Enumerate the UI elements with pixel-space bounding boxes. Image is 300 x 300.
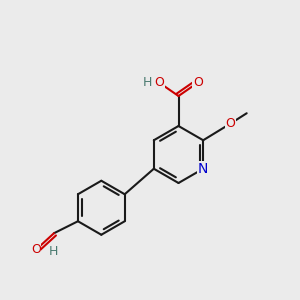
Text: H: H <box>142 76 152 89</box>
Text: O: O <box>154 76 164 89</box>
Text: H: H <box>49 245 58 258</box>
Text: N: N <box>198 162 208 176</box>
Text: O: O <box>193 76 203 89</box>
Text: O: O <box>31 243 41 256</box>
Text: O: O <box>225 117 235 130</box>
